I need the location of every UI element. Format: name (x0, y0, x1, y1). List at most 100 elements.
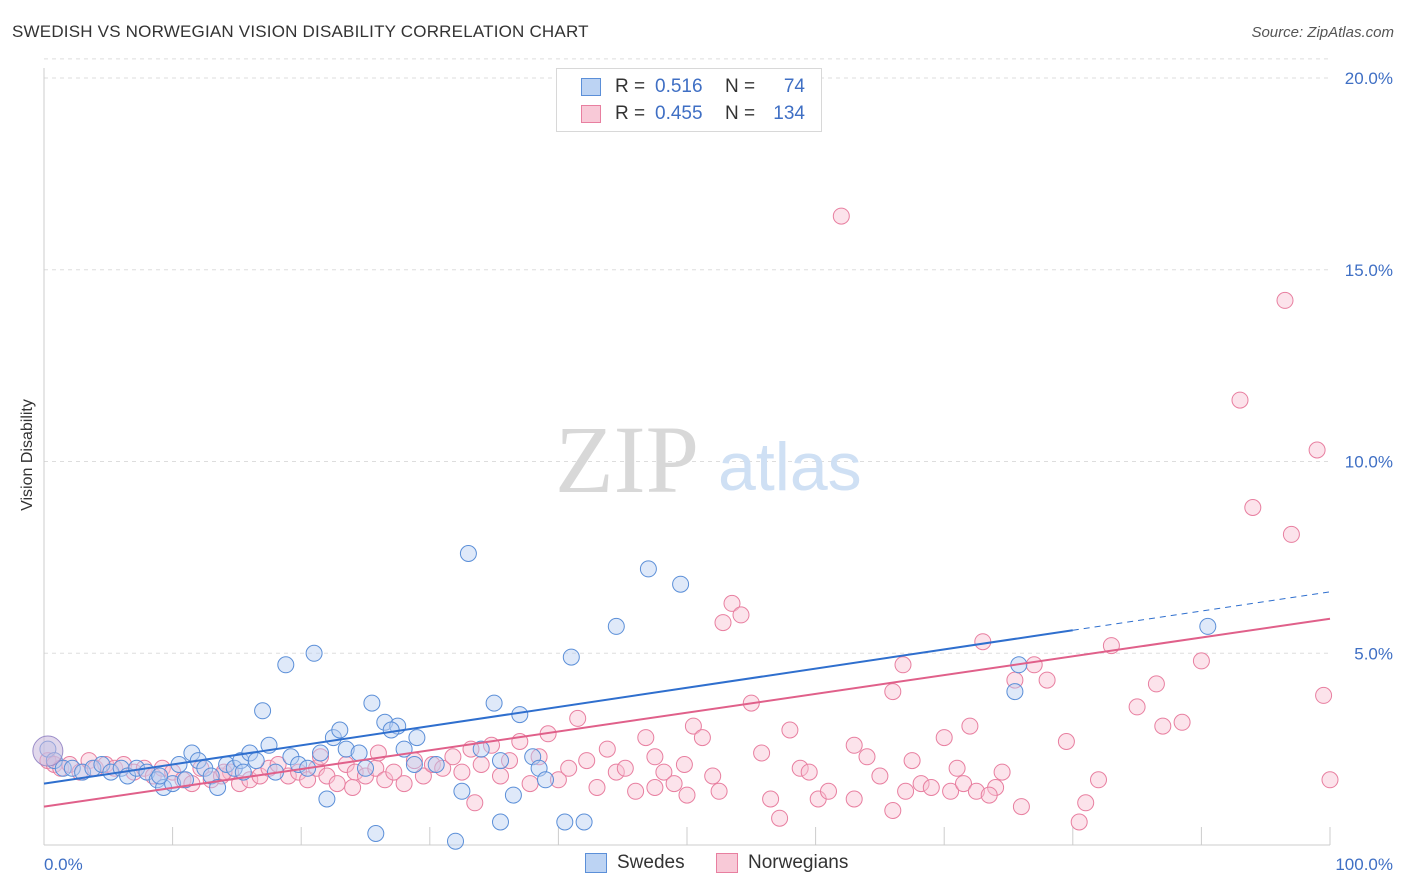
swede-point (177, 771, 194, 789)
swede-point (447, 832, 464, 850)
norwegian-point (646, 779, 664, 796)
swede-point (350, 744, 368, 762)
swedes-trend-line (43, 629, 1073, 785)
swede-point (504, 786, 522, 804)
norwegian-point (1128, 698, 1146, 716)
norwegian-point (472, 756, 490, 773)
norwegian-point (637, 729, 655, 747)
watermark-zip: ZIP (555, 406, 699, 513)
norwegian-point (753, 744, 771, 762)
legend-n-value: 134 (773, 103, 805, 124)
norwegian-point (569, 709, 587, 727)
swede-point (511, 706, 529, 724)
norwegian-point (723, 594, 741, 612)
norwegian-point (714, 614, 732, 632)
norwegian-point (1315, 686, 1333, 704)
norwegian-point (781, 721, 799, 739)
swede-point (672, 575, 690, 593)
swede-point (54, 759, 72, 777)
norwegian-point (710, 782, 728, 800)
swede-point (312, 744, 329, 762)
norwegian-point (549, 771, 567, 789)
swede-point (427, 756, 445, 773)
bottom-swatch-norwegians (716, 853, 738, 873)
norwegian-point (492, 767, 509, 785)
norwegian-point (884, 683, 902, 701)
swede-point (492, 752, 509, 770)
swede-point (209, 779, 227, 796)
bottom-legend-label: Swedes (617, 852, 685, 873)
norwegian-point (684, 717, 702, 735)
norwegian-point (693, 729, 711, 747)
y-tick-label: 5.0% (1354, 644, 1393, 663)
norwegian-point (897, 782, 915, 800)
legend-row-norwegians: R = 0.455 N = 134 (581, 102, 805, 126)
norwegians-points (39, 207, 1339, 831)
bottom-legend-swedes[interactable]: Swedes (585, 852, 685, 874)
norwegian-point (961, 717, 979, 735)
swede-point (607, 617, 625, 635)
norwegian-point (1038, 671, 1056, 689)
norwegian-point (521, 775, 539, 793)
norwegian-point (948, 759, 966, 777)
norwegian-point (704, 767, 722, 785)
swede-point (277, 656, 295, 674)
swede-point (247, 752, 265, 770)
legend-r-value: 0.455 (655, 103, 703, 124)
norwegian-point (675, 756, 693, 773)
chart-source: Source: ZipAtlas.com (1251, 24, 1394, 41)
norwegian-point (453, 763, 471, 781)
norwegian-point (328, 775, 346, 793)
norwegian-point (935, 729, 953, 747)
norwegian-point (1282, 525, 1300, 543)
swede-point (331, 721, 349, 739)
norwegian-point (1231, 391, 1249, 409)
norwegian-point (395, 775, 413, 793)
swede-point (363, 694, 381, 712)
norwegian-point (912, 775, 930, 793)
x-tick-label: 0.0% (44, 855, 83, 874)
norwegian-point (1321, 771, 1339, 789)
tick-labels: 5.0% 10.0% 15.0% 20.0% 0.0% 100.0% (44, 69, 1393, 874)
norwegian-point (414, 767, 432, 785)
swede-point (472, 740, 490, 758)
swede-point (305, 644, 323, 662)
norwegian-point (1147, 675, 1165, 693)
norwegian-point (1077, 794, 1095, 812)
norwegian-point (894, 656, 912, 674)
norwegian-point (1090, 771, 1107, 789)
norwegian-point (466, 794, 484, 812)
gridlines (44, 58, 1330, 654)
norwegian-point (312, 748, 329, 766)
swede-point (575, 813, 593, 831)
swede-point (382, 721, 400, 739)
norwegian-point (871, 767, 889, 785)
swede-point (367, 825, 385, 842)
norwegian-point (423, 756, 441, 773)
norwegian-point (1057, 733, 1075, 750)
legend-r-label: R = (615, 103, 646, 124)
legend-n-label: N = (725, 103, 756, 124)
swede-point (318, 790, 336, 808)
norwegian-point (858, 748, 876, 766)
bottom-swatch-swedes (585, 853, 607, 873)
bottom-legend-label: Norwegians (748, 852, 849, 873)
norwegian-point (832, 207, 850, 225)
bottom-legend-norwegians[interactable]: Norwegians (716, 852, 848, 874)
norwegian-point (1244, 499, 1262, 516)
swede-point (537, 771, 554, 789)
norwegian-point (974, 633, 992, 651)
trend-lines (43, 591, 1331, 808)
norwegian-point (616, 759, 634, 777)
legend-n-label: N = (725, 76, 756, 97)
norwegian-point (732, 606, 750, 624)
norwegian-point (922, 779, 940, 796)
legend-row-swedes: R = 0.516 N = 74 (581, 75, 805, 99)
axes (43, 68, 1331, 846)
swede-point (1006, 683, 1024, 701)
norwegian-point (444, 748, 462, 766)
norwegian-point (1154, 717, 1172, 735)
swede-point (357, 759, 374, 777)
norwegian-point (344, 779, 362, 796)
